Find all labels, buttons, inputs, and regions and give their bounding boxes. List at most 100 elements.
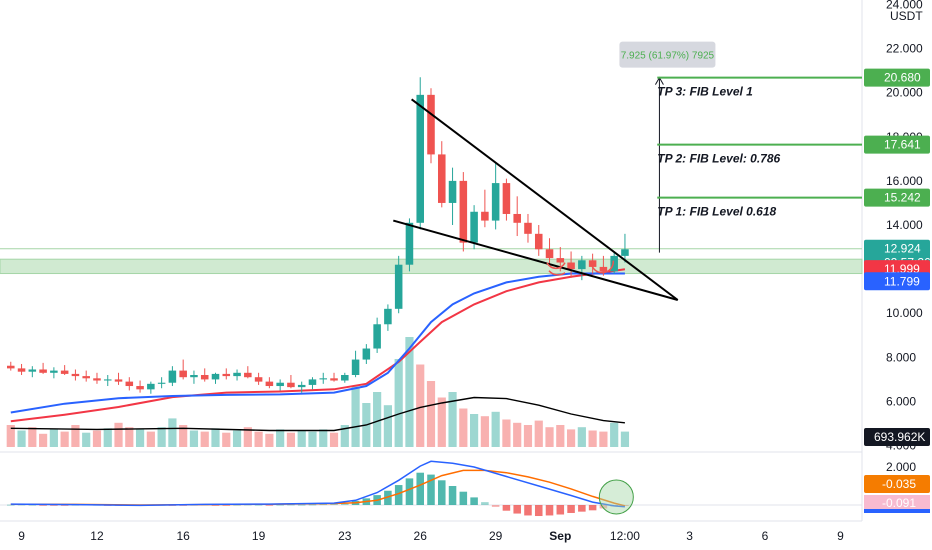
tag-target-3-bg — [864, 188, 930, 207]
candle-body — [567, 262, 575, 270]
candle-body — [17, 368, 26, 372]
candle-body — [82, 376, 90, 379]
candle-body — [265, 381, 274, 387]
candle-body — [330, 378, 338, 381]
volume-bar — [437, 397, 446, 447]
candle-body — [351, 359, 360, 375]
volume-bar — [146, 431, 155, 447]
tag-macd-line-bg — [864, 495, 930, 509]
volume-ma — [10, 396, 625, 432]
time-tick-label: 19 — [252, 529, 266, 543]
macd-histogram-bar — [502, 505, 511, 511]
volume-bar — [297, 430, 306, 447]
wedge-trendline — [411, 98, 679, 301]
macd-signal-line — [10, 469, 626, 507]
price-tick-label: 16.000 — [886, 174, 923, 188]
axes: 24.00022.00020.00018.00016.00014.00012.0… — [18, 0, 923, 543]
volume-bar — [60, 431, 69, 447]
volume-bars — [6, 337, 630, 447]
candle-body — [491, 183, 500, 221]
tag-target-2-bg — [864, 135, 930, 154]
volume-bar — [39, 433, 48, 447]
candle-body — [394, 264, 403, 309]
tag-target-1: 20.680 — [884, 71, 921, 85]
macd-histogram-bar — [599, 505, 608, 509]
candle-body — [157, 382, 166, 384]
volume-bar — [599, 431, 608, 447]
support-zone-rect — [0, 258, 863, 275]
moving-averages — [10, 268, 626, 423]
volume-bar — [125, 427, 134, 447]
volume-bar — [491, 411, 500, 447]
volume-bar — [232, 430, 242, 447]
volume-bar — [577, 427, 586, 447]
macd-histogram-bar — [211, 505, 220, 506]
tag-target-3: 15.242 — [884, 191, 921, 205]
candle-body — [599, 266, 608, 272]
macd-histogram-bar — [567, 505, 575, 513]
volume-bar — [319, 429, 328, 447]
macd-histogram-bar — [60, 505, 69, 506]
breakout-arc — [590, 260, 614, 274]
candle-body — [438, 154, 446, 203]
macd-histogram-bar — [276, 504, 284, 506]
volume-bar — [459, 408, 468, 447]
candle-body — [233, 372, 241, 377]
candle-body — [297, 384, 306, 388]
candle-body — [244, 372, 252, 378]
volume-bar — [276, 429, 285, 447]
macd-histogram-bar — [416, 472, 424, 505]
volume-bar — [308, 431, 317, 447]
time-tick-label: 3 — [686, 529, 693, 543]
candle-body — [384, 308, 392, 325]
candle-body — [287, 382, 295, 388]
volume-bar — [534, 420, 543, 447]
volume-bar — [189, 430, 199, 447]
macd-histogram-bar — [588, 505, 597, 511]
candle-body — [190, 375, 198, 378]
candle-body — [200, 375, 209, 380]
price-tick-label: 14.000 — [886, 218, 923, 232]
candle-body — [125, 381, 134, 387]
price-tick-label: 24.000 — [886, 0, 923, 11]
macd-histogram-bar — [254, 504, 263, 506]
macd-histogram-bar — [287, 504, 295, 506]
candle-body — [308, 379, 317, 385]
target-annotation: TP 3: FIB Level 1 — [657, 85, 753, 99]
macd-histogram-bar — [578, 505, 586, 512]
macd-histogram-bar — [470, 497, 478, 505]
wedge-trendline — [393, 219, 679, 301]
time-tick-label: 12 — [90, 529, 104, 543]
drawings[interactable]: 7.925 (61.97%) 7925 TP 3: FIB Level 1 TP 2… — [393, 41, 862, 301]
time-tick-label: 26 — [414, 529, 428, 543]
volume-bar — [200, 431, 209, 447]
tag-macd-line: -0.091 — [882, 496, 916, 510]
volume-bar — [610, 422, 619, 447]
candle-body — [502, 183, 511, 214]
candle-body — [93, 378, 101, 381]
price-tick-label: 8.000 — [886, 350, 916, 364]
candle-body — [71, 373, 80, 377]
price-tags: 20.68017.64115.24212.92402:57:2611.99911… — [864, 68, 931, 513]
volume-bar — [243, 427, 252, 447]
price-tick-label: 20.000 — [886, 86, 923, 100]
volume-bar — [157, 427, 166, 447]
candle-body — [147, 383, 155, 390]
candle-body — [578, 260, 586, 270]
macd-cross-highlight — [598, 479, 634, 515]
candle-body — [39, 369, 47, 373]
volume-bar — [502, 419, 511, 447]
candle-body — [60, 370, 69, 374]
volume-bar — [103, 428, 112, 447]
candle-body — [524, 222, 532, 234]
target-annotation: TP 1: FIB Level 0.618 — [657, 205, 776, 219]
tag-target-2: 17.641 — [884, 138, 921, 152]
volume-bar — [513, 422, 522, 447]
macd-histogram-bar — [341, 502, 349, 505]
macd-histogram-bar — [545, 505, 554, 516]
tag-macd-signal-bg — [864, 475, 930, 493]
candle-body — [621, 249, 629, 256]
volume-bar — [6, 425, 15, 447]
candle-body — [136, 386, 144, 390]
